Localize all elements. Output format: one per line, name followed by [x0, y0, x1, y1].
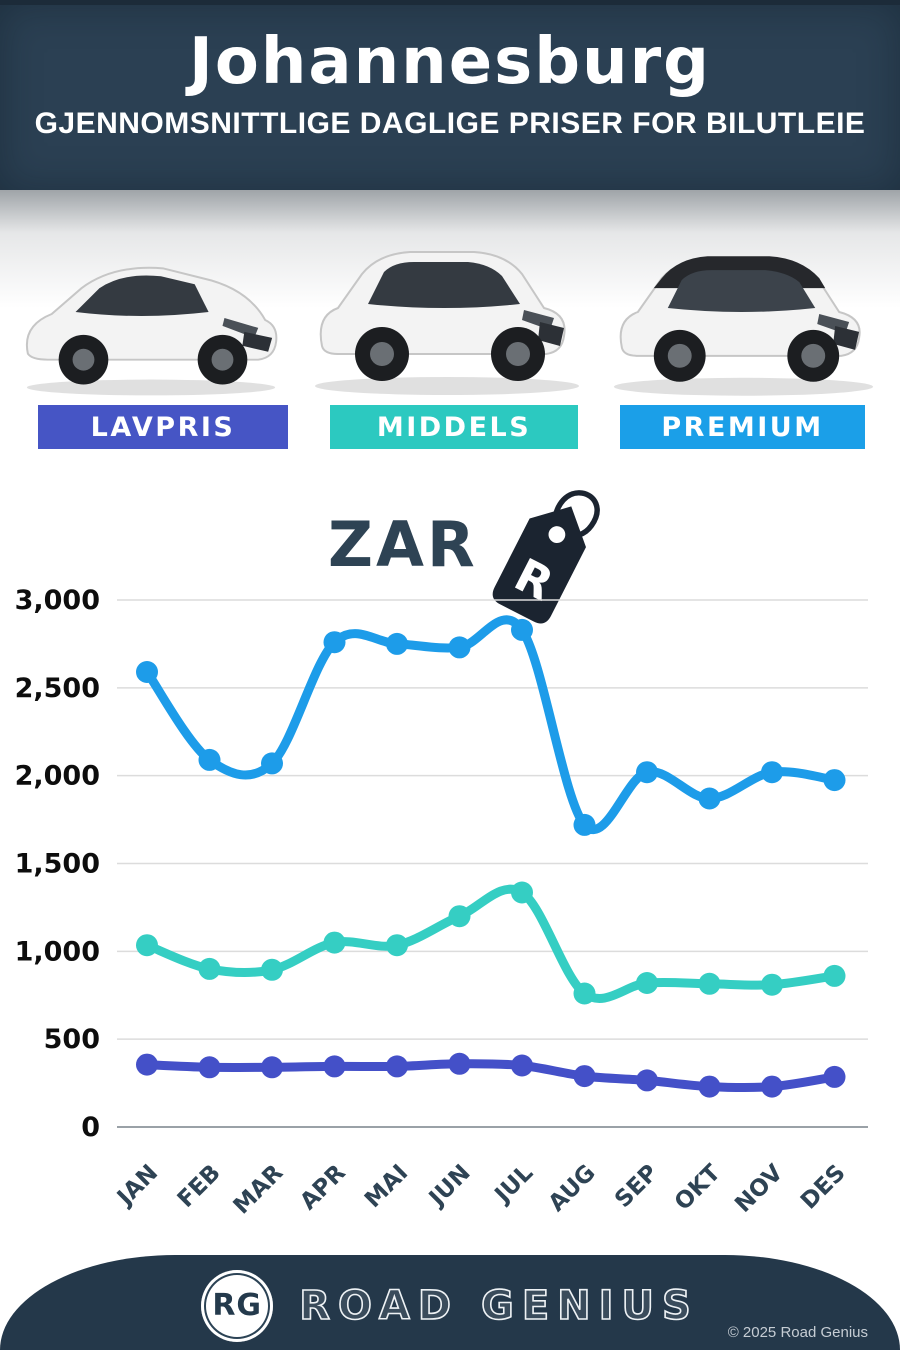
series-line-premium [142, 615, 839, 834]
header: Johannesburg GJENNOMSNITTLIGE DAGLIGE PR… [0, 0, 900, 190]
data-point-lavpris [261, 1056, 283, 1079]
y-tick-label: 2,500 [15, 673, 100, 704]
page-title: Johannesburg [189, 25, 711, 99]
data-point-lavpris [698, 1075, 721, 1098]
logo-initials: RG [212, 1288, 263, 1323]
category-badge-premium: PREMIUM [620, 405, 865, 449]
x-tick-label: APR [295, 1160, 351, 1216]
series-line-middels [142, 884, 839, 1003]
data-point-middels [636, 972, 658, 994]
data-point-lavpris [823, 1065, 846, 1088]
y-tick-label: 1,500 [15, 849, 100, 880]
data-point-premium [448, 636, 471, 659]
data-point-lavpris [136, 1053, 158, 1076]
data-point-lavpris [573, 1065, 596, 1088]
data-point-middels [261, 958, 283, 981]
economy-car-image [25, 266, 278, 396]
x-tick-label: FEB [173, 1160, 226, 1213]
data-point-lavpris [323, 1055, 346, 1078]
category-badge-lavpris: LAVPRIS [38, 405, 288, 449]
midsize-suv-image [315, 251, 579, 395]
data-point-premium [323, 631, 346, 654]
premium-suv-image [613, 256, 874, 396]
copyright-text: © 2025 Road Genius [727, 1324, 868, 1341]
y-tick-label: 500 [44, 1024, 100, 1055]
data-point-middels [198, 957, 221, 980]
data-point-lavpris [448, 1052, 471, 1075]
data-point-premium [761, 761, 783, 784]
series-line-lavpris [142, 1059, 839, 1093]
x-tick-label: JAN [111, 1160, 163, 1212]
category-badge-middels: MIDDELS [330, 405, 578, 449]
data-point-middels [698, 972, 721, 995]
footer: RG ROAD GENIUS © 2025 Road Genius [0, 1255, 900, 1350]
category-badge-label: LAVPRIS [90, 411, 236, 443]
data-point-premium [261, 752, 283, 775]
x-tick-label: DES [796, 1160, 851, 1215]
x-tick-label: AUG [544, 1160, 601, 1217]
data-point-premium [636, 761, 658, 784]
x-tick-label: NOV [730, 1160, 788, 1218]
data-point-middels [136, 934, 158, 957]
data-point-middels [761, 973, 783, 996]
data-point-middels [386, 934, 408, 957]
data-point-premium [823, 769, 846, 792]
data-point-middels [573, 982, 596, 1005]
x-tick-label: JUL [489, 1160, 539, 1210]
y-tick-label: 0 [81, 1112, 100, 1143]
category-badge-label: MIDDELS [376, 411, 532, 443]
data-point-premium [698, 787, 721, 810]
x-tick-label: MAI [360, 1160, 413, 1213]
data-point-lavpris [386, 1055, 408, 1078]
data-point-middels [448, 905, 471, 928]
data-point-middels [323, 931, 346, 954]
currency-code-label: ZAR [328, 508, 478, 581]
y-tick-label: 1,000 [15, 936, 100, 967]
data-point-middels [823, 964, 846, 987]
data-point-lavpris [198, 1056, 221, 1079]
y-tick-label: 2,000 [15, 761, 100, 792]
x-tick-label: SEP [610, 1160, 663, 1213]
data-point-premium [136, 661, 158, 683]
data-point-premium [573, 813, 596, 836]
data-point-premium [198, 748, 221, 771]
data-point-middels [511, 881, 533, 904]
data-point-premium [511, 618, 533, 641]
price-tag-icon: R [492, 490, 600, 624]
data-point-premium [386, 632, 408, 655]
category-badge-label: PREMIUM [661, 411, 824, 443]
data-point-lavpris [636, 1069, 658, 1092]
brand-name: ROAD GENIUS [298, 1282, 699, 1330]
currency-block: ZAR R [328, 468, 618, 636]
cars-strip [0, 190, 900, 405]
x-tick-label: MAR [229, 1160, 289, 1220]
x-tick-label: JUN [423, 1160, 476, 1213]
road-genius-logo-icon: RG [201, 1269, 274, 1342]
page-subtitle: GJENNOMSNITTLIGE DAGLIGE PRISER FOR BILU… [34, 107, 866, 140]
x-tick-label: OKT [670, 1160, 726, 1216]
data-point-lavpris [511, 1054, 533, 1077]
data-point-lavpris [761, 1075, 783, 1098]
y-tick-label: 3,000 [15, 585, 100, 616]
price-line-chart: 0 500 1,000 1,500 2,000 2,500 3,000 JAN FEB MAR AP… [15, 585, 868, 1220]
